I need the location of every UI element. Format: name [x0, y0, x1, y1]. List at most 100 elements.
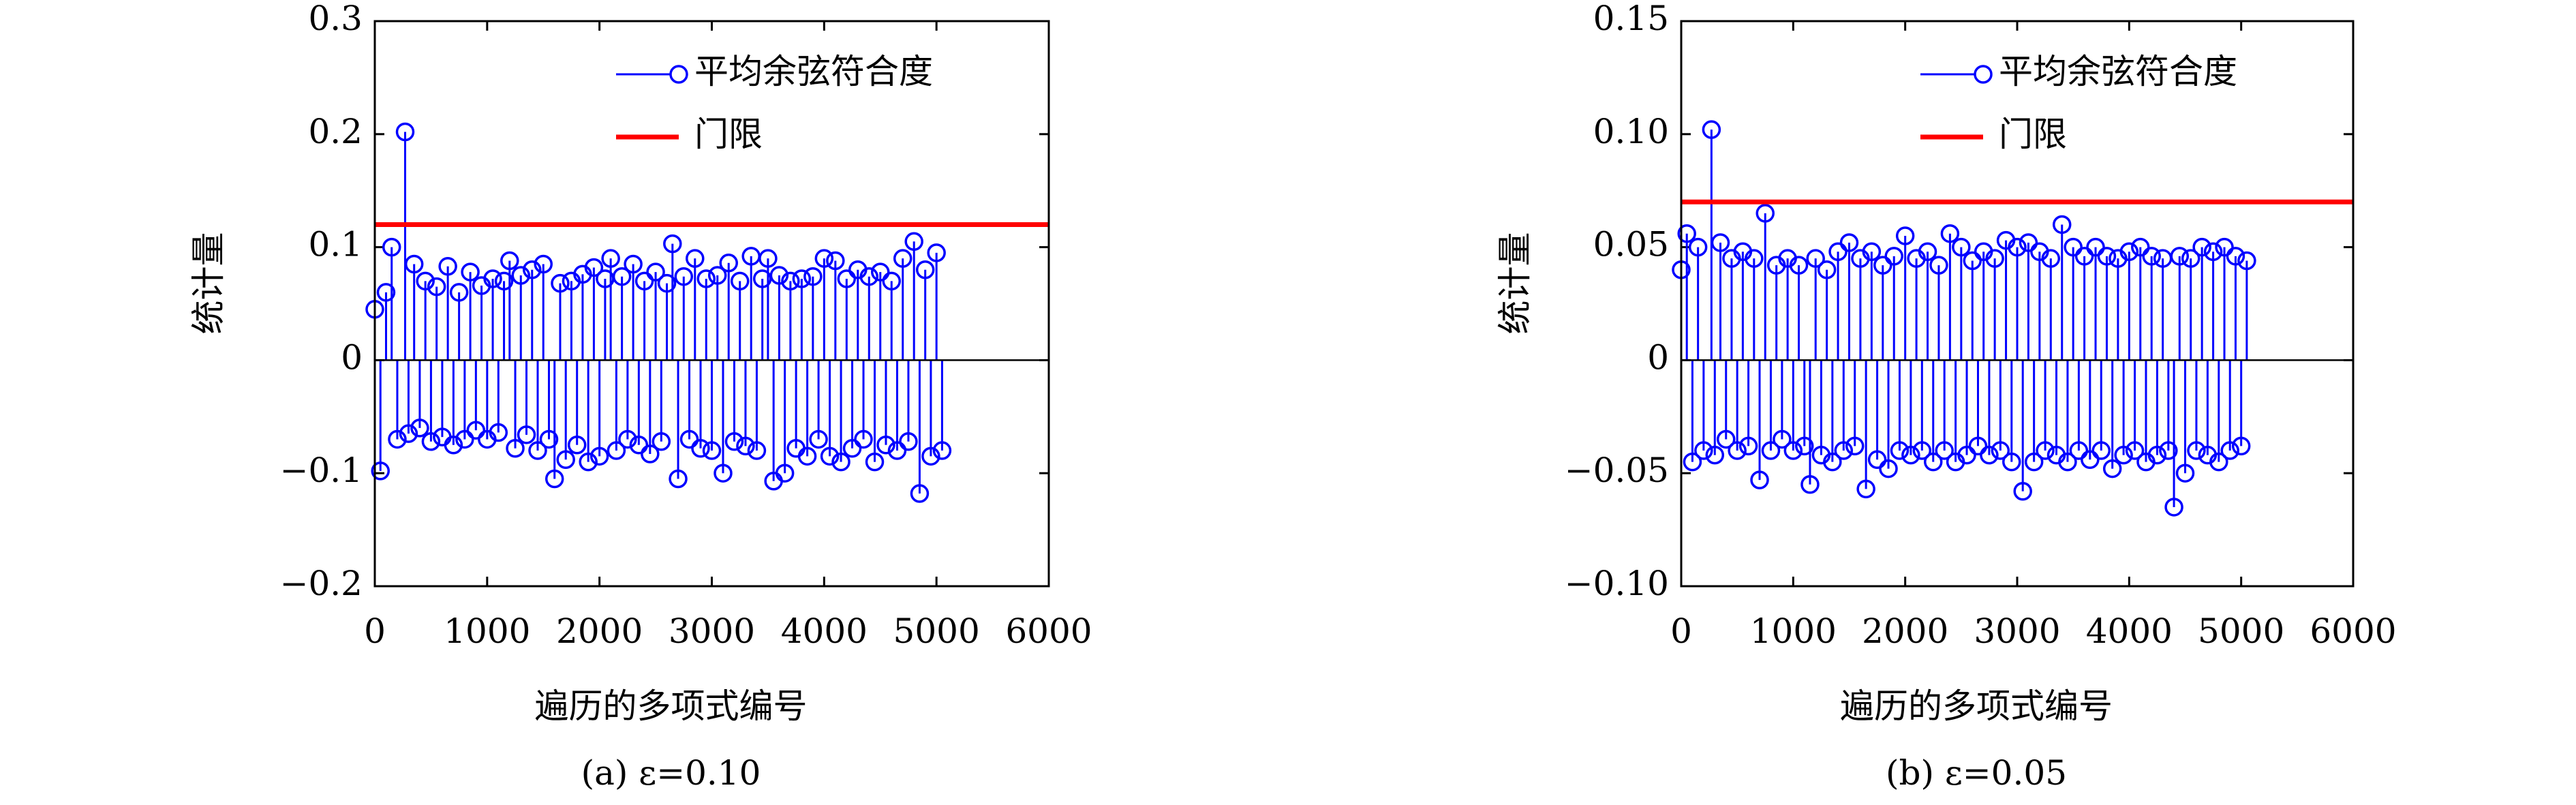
marker: [2052, 215, 2072, 234]
marker: [2036, 441, 2055, 460]
marker: [1839, 233, 1859, 252]
marker: [1795, 436, 1814, 456]
marker: [1884, 247, 1903, 266]
marker: [792, 269, 812, 288]
marker: [2147, 445, 2167, 465]
marker: [455, 429, 474, 449]
marker: [2013, 481, 2032, 501]
x-axis-label: 遍历的多项式编号: [535, 686, 808, 726]
marker: [545, 469, 564, 489]
marker: [416, 271, 435, 291]
marker: [567, 436, 587, 455]
marker: [910, 484, 930, 503]
marker: [887, 441, 907, 460]
marker: [489, 423, 508, 442]
x-tick-label: 2000: [556, 611, 643, 651]
marker: [634, 271, 654, 291]
marker: [820, 446, 840, 466]
marker: [1834, 441, 1854, 460]
marker: [736, 436, 755, 456]
marker: [1823, 452, 1842, 472]
marker: [1957, 445, 1976, 465]
marker: [2237, 251, 2256, 271]
marker: [1867, 450, 1887, 470]
marker: [618, 429, 637, 449]
marker: [2131, 237, 2150, 257]
marker: [724, 432, 744, 451]
marker: [579, 452, 598, 472]
marker: [1688, 237, 1708, 257]
marker: [376, 283, 396, 302]
y-tick-label: 0.15: [1593, 0, 1669, 38]
plot-frame: [373, 20, 1050, 588]
marker: [899, 432, 918, 451]
marker: [641, 444, 660, 464]
marker: [461, 262, 480, 282]
marker: [404, 254, 424, 274]
chart: −0.2 −0.1 0 0.1 0.2 0.3 0 1000 2000 3000 4000 5000 6…: [189, 0, 1092, 793]
x-tick-label: 5000: [2198, 611, 2284, 651]
marker: [1738, 436, 1758, 456]
marker: [1980, 445, 1999, 465]
marker: [444, 436, 463, 455]
y-tick-label: 0: [341, 337, 363, 377]
marker: [511, 266, 531, 285]
marker: [1845, 436, 1865, 456]
marker: [1968, 436, 1988, 456]
marker: [669, 469, 688, 489]
marker: [1924, 452, 1943, 472]
marker: [932, 441, 952, 460]
marker: [775, 464, 795, 483]
legend-label: 门限: [1999, 115, 2067, 154]
marker: [1985, 249, 2004, 268]
marker: [842, 438, 862, 458]
marker: [1773, 429, 1792, 449]
marker: [2215, 237, 2234, 257]
marker: [1912, 441, 1932, 460]
marker: [2019, 233, 2038, 252]
marker: [584, 258, 604, 277]
marker: [528, 441, 547, 460]
marker: [927, 243, 946, 262]
marker: [865, 452, 885, 472]
marker: [915, 260, 935, 279]
marker: [1856, 479, 1875, 499]
marker: [2064, 237, 2083, 257]
marker: [1750, 470, 1769, 489]
marker: [1901, 445, 1920, 465]
legend-label: 门限: [694, 115, 763, 154]
marker: [803, 267, 823, 286]
marker: [1761, 441, 1781, 460]
marker: [651, 432, 671, 451]
caption: (a) ε=0.10: [581, 753, 761, 793]
marker: [1677, 224, 1696, 243]
marker: [2002, 452, 2021, 472]
x-tick-label: 6000: [2310, 611, 2396, 651]
marker: [1705, 445, 1725, 465]
marker: [2192, 237, 2211, 257]
y-tick-label: 0.3: [308, 0, 363, 38]
marker: [904, 232, 923, 252]
marker: [1991, 441, 2010, 460]
marker: [1828, 242, 1847, 261]
marker: [551, 273, 570, 293]
marker: [2203, 242, 2223, 261]
marker: [1935, 441, 1954, 460]
marker: [1895, 226, 1915, 245]
marker: [831, 452, 850, 472]
marker: [1783, 441, 1803, 460]
y-tick-label: 0.2: [308, 112, 363, 151]
marker: [2220, 441, 2239, 460]
x-tick-label: 5000: [893, 611, 980, 651]
marker: [1817, 260, 1837, 279]
x-axis-label: 遍历的多项式编号: [1840, 686, 2113, 726]
x-tick-label: 4000: [781, 611, 868, 651]
marker: [2069, 441, 2089, 460]
y-tick-label: 0: [1647, 337, 1669, 377]
marker: [2119, 242, 2139, 261]
marker: [686, 249, 705, 268]
marker: [388, 429, 407, 449]
marker: [893, 249, 913, 268]
marker: [1879, 459, 1898, 479]
